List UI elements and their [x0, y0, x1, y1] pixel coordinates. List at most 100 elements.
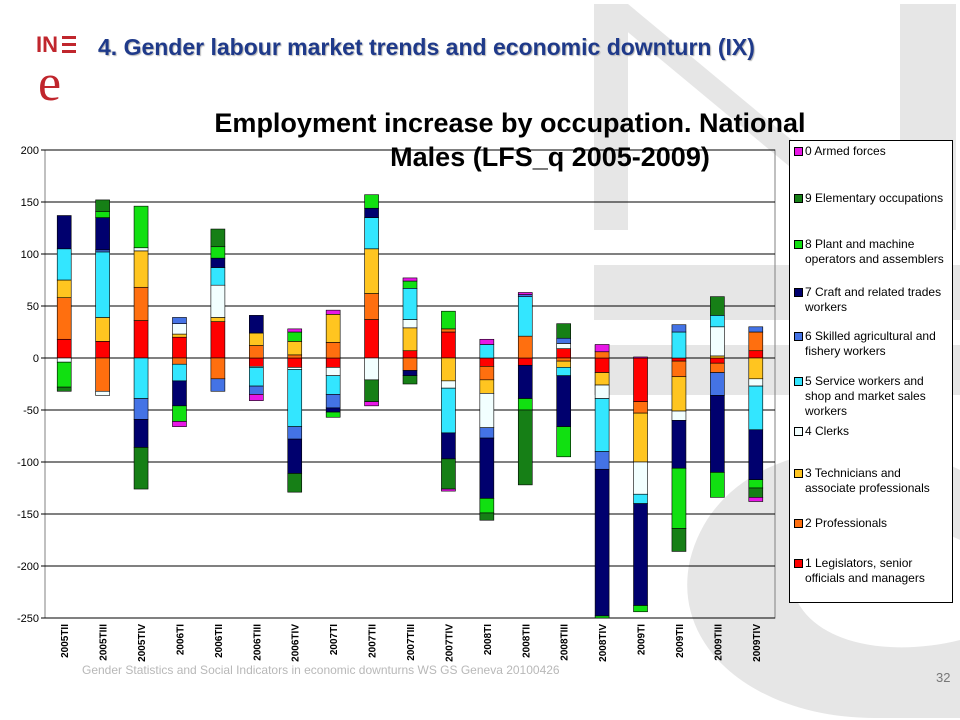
bar-segment: [133, 286, 149, 321]
x-tick-label: 2005TIV: [137, 624, 148, 662]
bar-segment: [633, 461, 648, 495]
bar-segment: [364, 379, 379, 402]
x-tick-label: 2006TIII: [252, 624, 263, 661]
bar-segment: [172, 421, 187, 427]
legend-label: 1 Legislators, senior officials and mana…: [805, 556, 925, 585]
bar-segment: [210, 284, 226, 318]
legend-swatch: [794, 240, 803, 249]
x-tick-label: 2007TII: [368, 624, 379, 658]
x-tick-label: 2007TI: [329, 624, 340, 655]
bar-segment: [556, 343, 571, 349]
legend-swatch: [794, 377, 803, 386]
y-tick-label: -50: [23, 405, 39, 417]
bar-segment: [517, 398, 533, 411]
bar-segment: [479, 498, 495, 514]
bar-segment: [402, 277, 418, 282]
bar-segment: [748, 497, 764, 502]
bar-segment: [441, 331, 456, 359]
bar-segment: [748, 378, 764, 387]
bar-segment: [748, 479, 764, 489]
bar-segment: [710, 315, 725, 328]
bar-segment: [364, 293, 379, 320]
bar-segment: [95, 199, 110, 212]
legend-item: 9 Elementary occupations: [794, 191, 950, 206]
ine-logo-letters: IN: [36, 32, 58, 57]
bar-segment: [364, 217, 379, 250]
legend-swatch: [794, 519, 803, 528]
bar-segment: [210, 357, 226, 380]
x-tick-label: 2005TIII: [99, 624, 110, 661]
bar-segment: [594, 344, 610, 353]
bar-segment: [325, 314, 341, 343]
x-tick-label: 2008TI: [483, 624, 494, 655]
bar-segment: [95, 357, 110, 392]
bar-segment: [133, 447, 149, 490]
legend-item: 7 Craft and related trades workers: [794, 285, 950, 315]
bar-segment: [671, 467, 687, 529]
bar-segment: [95, 211, 110, 218]
bar-segment: [556, 426, 571, 458]
bar-segment: [287, 357, 303, 368]
bar-segment: [633, 493, 648, 504]
bar-segment: [325, 342, 341, 359]
legend-item: 8 Plant and machine operators and assemb…: [794, 237, 950, 267]
bar-segment: [402, 370, 418, 376]
bar-segment: [364, 401, 379, 407]
bar-segment: [95, 251, 110, 318]
bar-segment: [517, 292, 533, 295]
bar-segment: [210, 321, 226, 359]
bar-segment: [441, 310, 456, 330]
bar-segment: [210, 246, 226, 259]
bar-segment: [56, 248, 72, 281]
bar-segment: [479, 393, 495, 428]
bar-segment: [441, 380, 456, 389]
legend-label: 6 Skilled agricultural and fishery worke…: [805, 329, 936, 358]
y-tick-label: 0: [33, 353, 39, 365]
legend-swatch: [794, 469, 803, 478]
bar-segment: [249, 332, 264, 346]
bar-segment: [556, 348, 571, 359]
x-tick-label: 2005TII: [60, 624, 71, 658]
bar-segment: [748, 385, 764, 431]
bar-segment: [671, 420, 687, 469]
legend-swatch: [794, 427, 803, 436]
page-number: 32: [936, 670, 951, 685]
bar-segment: [249, 345, 264, 359]
bar-segment: [633, 356, 648, 359]
legend-item: 3 Technicians and associate professional…: [794, 466, 950, 496]
footer-text: Gender Statistics and Social Indicators …: [82, 663, 560, 677]
bar-segment: [671, 376, 687, 412]
bar-segment: [95, 217, 110, 251]
bar-segment: [748, 487, 764, 498]
bar-segment: [172, 363, 187, 382]
y-tick-label: 150: [21, 197, 39, 209]
bar-segment: [249, 367, 264, 387]
bar-segment: [671, 331, 687, 359]
bar-segment: [133, 357, 149, 399]
bar-segment: [710, 395, 725, 473]
bar-segment: [133, 205, 149, 249]
bar-segment: [479, 344, 495, 359]
bar-segment: [325, 411, 341, 418]
bar-segment: [594, 615, 610, 619]
bar-segment: [594, 372, 610, 386]
x-tick-label: 2007TIII: [406, 624, 417, 661]
x-tick-label: 2009TIII: [713, 624, 724, 661]
bar-segment: [633, 503, 648, 606]
x-tick-label: 2006TII: [214, 624, 225, 658]
legend-swatch: [794, 147, 803, 156]
bar-segment: [56, 279, 72, 298]
bar-segment: [287, 438, 303, 474]
bar-segment: [56, 357, 72, 363]
y-tick-label: -250: [17, 613, 39, 625]
bar-segment: [748, 350, 764, 359]
bar-segment: [364, 194, 379, 209]
legend-label: 5 Service workers and shop and market sa…: [805, 374, 926, 418]
bar-segment: [479, 512, 495, 521]
bar-segment: [325, 309, 341, 315]
x-tick-label: 2007TIV: [444, 624, 455, 662]
bar-segment: [133, 398, 149, 420]
bar-segment: [479, 366, 495, 381]
bar-segment: [441, 458, 456, 490]
ine-logo: IN e: [34, 30, 78, 112]
